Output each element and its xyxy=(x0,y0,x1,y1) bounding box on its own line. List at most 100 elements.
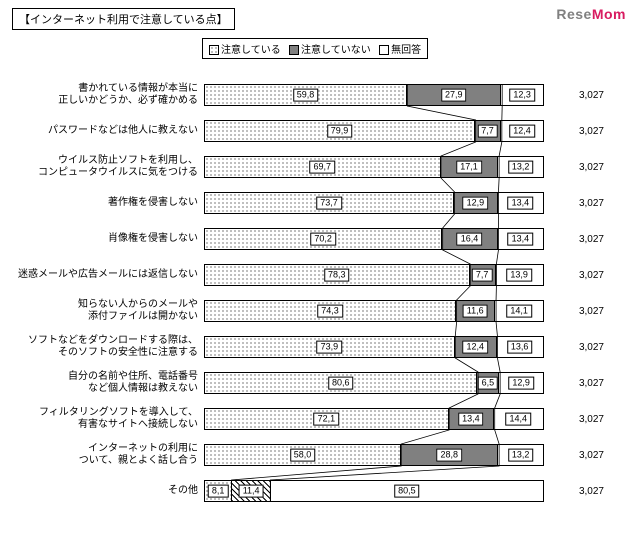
sample-count: 3,027 xyxy=(544,90,604,101)
chart-row: ソフトなどをダウンロードする際は、 そのソフトの安全性に注意する 73,9 12,4… xyxy=(12,329,628,365)
row-label: フィルタリングソフトを導入して、 有害なサイトへ接続しない xyxy=(12,407,204,432)
bar-segment: 13,2 xyxy=(498,445,543,465)
chart-row: 書かれている情報が本当に 正しいかどうか、必ず確かめる 59,8 27,9 12,3 3… xyxy=(12,77,628,113)
segment-value: 58,0 xyxy=(290,449,316,462)
segment-value: 14,1 xyxy=(506,305,532,318)
chart-row: インターネットの利用に ついて、親とよく話し合う58,028,813,23,02… xyxy=(12,437,628,473)
segment-value: 12,4 xyxy=(462,341,488,354)
segment-value: 13,4 xyxy=(458,413,484,426)
row-label: 迷惑メールや広告メールには返信しない xyxy=(12,269,204,282)
chart-row: ウイルス防止ソフトを利用し、 コンピュータウイルスに気をつける 69,7 17,1 1… xyxy=(12,149,628,185)
row-label: 書かれている情報が本当に 正しいかどうか、必ず確かめる xyxy=(12,83,204,108)
legend: 注意している 注意していない 無回答 xyxy=(202,38,428,59)
segment-value: 7,7 xyxy=(472,269,493,282)
row-label: パスワードなどは他人に教えない xyxy=(12,125,204,138)
chart-row: 知らない人からのメールや 添付ファイルは開かない74,311,614,13,02… xyxy=(12,293,628,329)
segment-value: 78,3 xyxy=(324,269,350,282)
chart-row: フィルタリングソフトを導入して、 有害なサイトへ接続しない72,113,414,… xyxy=(12,401,628,437)
segment-value: 11,4 xyxy=(239,485,264,498)
bar: 79,97,712,4 xyxy=(204,120,544,142)
row-label: 知らない人からのメールや 添付ファイルは開かない xyxy=(12,299,204,324)
bar-segment: 80,6 xyxy=(205,373,477,393)
bar-segment: 73,7 xyxy=(205,193,454,213)
segment-value: 7,7 xyxy=(477,125,498,138)
bar-segment: 79,9 xyxy=(205,121,475,141)
chart-title: 【インターネット利用で注意している点】 xyxy=(12,8,235,30)
bar-segment: 7,7 xyxy=(475,121,501,141)
bar-segment: 59,8 xyxy=(205,85,407,105)
sample-count: 3,027 xyxy=(544,486,604,497)
bar-segment: 70,2 xyxy=(205,229,442,249)
bar-segment: 12,3 xyxy=(501,85,543,105)
bar-segment: 6,5 xyxy=(477,373,499,393)
sample-count: 3,027 xyxy=(544,414,604,425)
sample-count: 3,027 xyxy=(544,342,604,353)
segment-value: 80,6 xyxy=(328,377,354,390)
bar: 72,113,414,4 xyxy=(204,408,544,430)
sample-count: 3,027 xyxy=(544,270,604,281)
segment-value: 13,2 xyxy=(508,161,534,174)
row-label: ソフトなどをダウンロードする際は、 そのソフトの安全性に注意する xyxy=(12,335,204,360)
bar: 8,1 11,4 80,5 xyxy=(204,480,544,502)
segment-value: 59,8 xyxy=(293,89,319,102)
bar-segment: 12,4 xyxy=(501,121,543,141)
chart-row: 著作権を侵害しない73,712,913,43,027 xyxy=(12,185,628,221)
segment-value: 69,7 xyxy=(310,161,336,174)
legend-label-2: 無回答 xyxy=(391,45,421,56)
row-label: ウイルス防止ソフトを利用し、 コンピュータウイルスに気をつける xyxy=(12,155,204,180)
sample-count: 3,027 xyxy=(544,126,604,137)
segment-value: 70,2 xyxy=(310,233,336,246)
bar: 74,311,614,1 xyxy=(204,300,544,322)
bar-segment: 13,4 xyxy=(449,409,494,429)
bar-segment: 13,2 xyxy=(498,157,543,177)
segment-value: 12,3 xyxy=(509,89,535,102)
chart-row: その他 8,1 11,4 80,5 3,027 xyxy=(12,473,628,509)
bar: 73,9 12,4 13,6 xyxy=(204,336,544,358)
segment-value: 80,5 xyxy=(394,485,420,498)
chart-row: 自分の名前や住所、電話番号 など個人情報は教えない80,66,512,93,02… xyxy=(12,365,628,401)
sample-count: 3,027 xyxy=(544,378,604,389)
bar-segment: 13,6 xyxy=(497,337,543,357)
bar-segment: 12,9 xyxy=(454,193,498,213)
segment-value: 8,1 xyxy=(208,485,229,498)
chart-row: 迷惑メールや広告メールには返信しない 78,3 7,713,93,027 xyxy=(12,257,628,293)
segment-value: 12,9 xyxy=(463,197,489,210)
bar-segment: 14,1 xyxy=(495,301,543,321)
stacked-bar-chart: (%) サンプル数 書かれている情報が本当に 正しいかどうか、必ず確かめる59,… xyxy=(12,77,628,509)
watermark: ReseMom xyxy=(556,6,626,22)
bar-segment: 13,4 xyxy=(498,193,543,213)
sample-count: 3,027 xyxy=(544,306,604,317)
sample-count: 3,027 xyxy=(544,162,604,173)
segment-value: 6,5 xyxy=(478,377,499,390)
segment-value: 74,3 xyxy=(317,305,343,318)
bar: 59,8 27,9 12,3 xyxy=(204,84,544,106)
segment-value: 27,9 xyxy=(441,89,467,102)
bar-segment: 69,7 xyxy=(205,157,441,177)
segment-value: 13,4 xyxy=(508,197,534,210)
bar-segment: 58,0 xyxy=(205,445,401,465)
bar: 58,028,813,2 xyxy=(204,444,544,466)
segment-value: 14,4 xyxy=(506,413,532,426)
bar-segment: 8,1 xyxy=(205,481,232,501)
segment-value: 13,2 xyxy=(508,449,534,462)
bar-segment: 7,7 xyxy=(470,265,496,285)
bar: 69,7 17,1 13,2 xyxy=(204,156,544,178)
bar-segment: 80,5 xyxy=(271,481,543,501)
bar-segment: 12,4 xyxy=(455,337,497,357)
row-label: インターネットの利用に ついて、親とよく話し合う xyxy=(12,443,204,468)
legend-swatch-0 xyxy=(209,45,219,55)
row-label: 著作権を侵害しない xyxy=(12,197,204,210)
segment-value: 13,4 xyxy=(508,233,534,246)
sample-count: 3,027 xyxy=(544,450,604,461)
bar-segment: 11,4 xyxy=(232,481,271,501)
bar-segment: 73,9 xyxy=(205,337,455,357)
bar: 73,7 12,9 13,4 xyxy=(204,192,544,214)
segment-value: 73,9 xyxy=(317,341,343,354)
segment-value: 17,1 xyxy=(456,161,482,174)
bar-segment: 13,4 xyxy=(498,229,543,249)
bar-segment: 13,9 xyxy=(496,265,543,285)
row-label: その他 xyxy=(12,485,204,498)
segment-value: 16,4 xyxy=(457,233,483,246)
watermark-left: Rese xyxy=(556,6,591,22)
bar-segment: 16,4 xyxy=(442,229,497,249)
